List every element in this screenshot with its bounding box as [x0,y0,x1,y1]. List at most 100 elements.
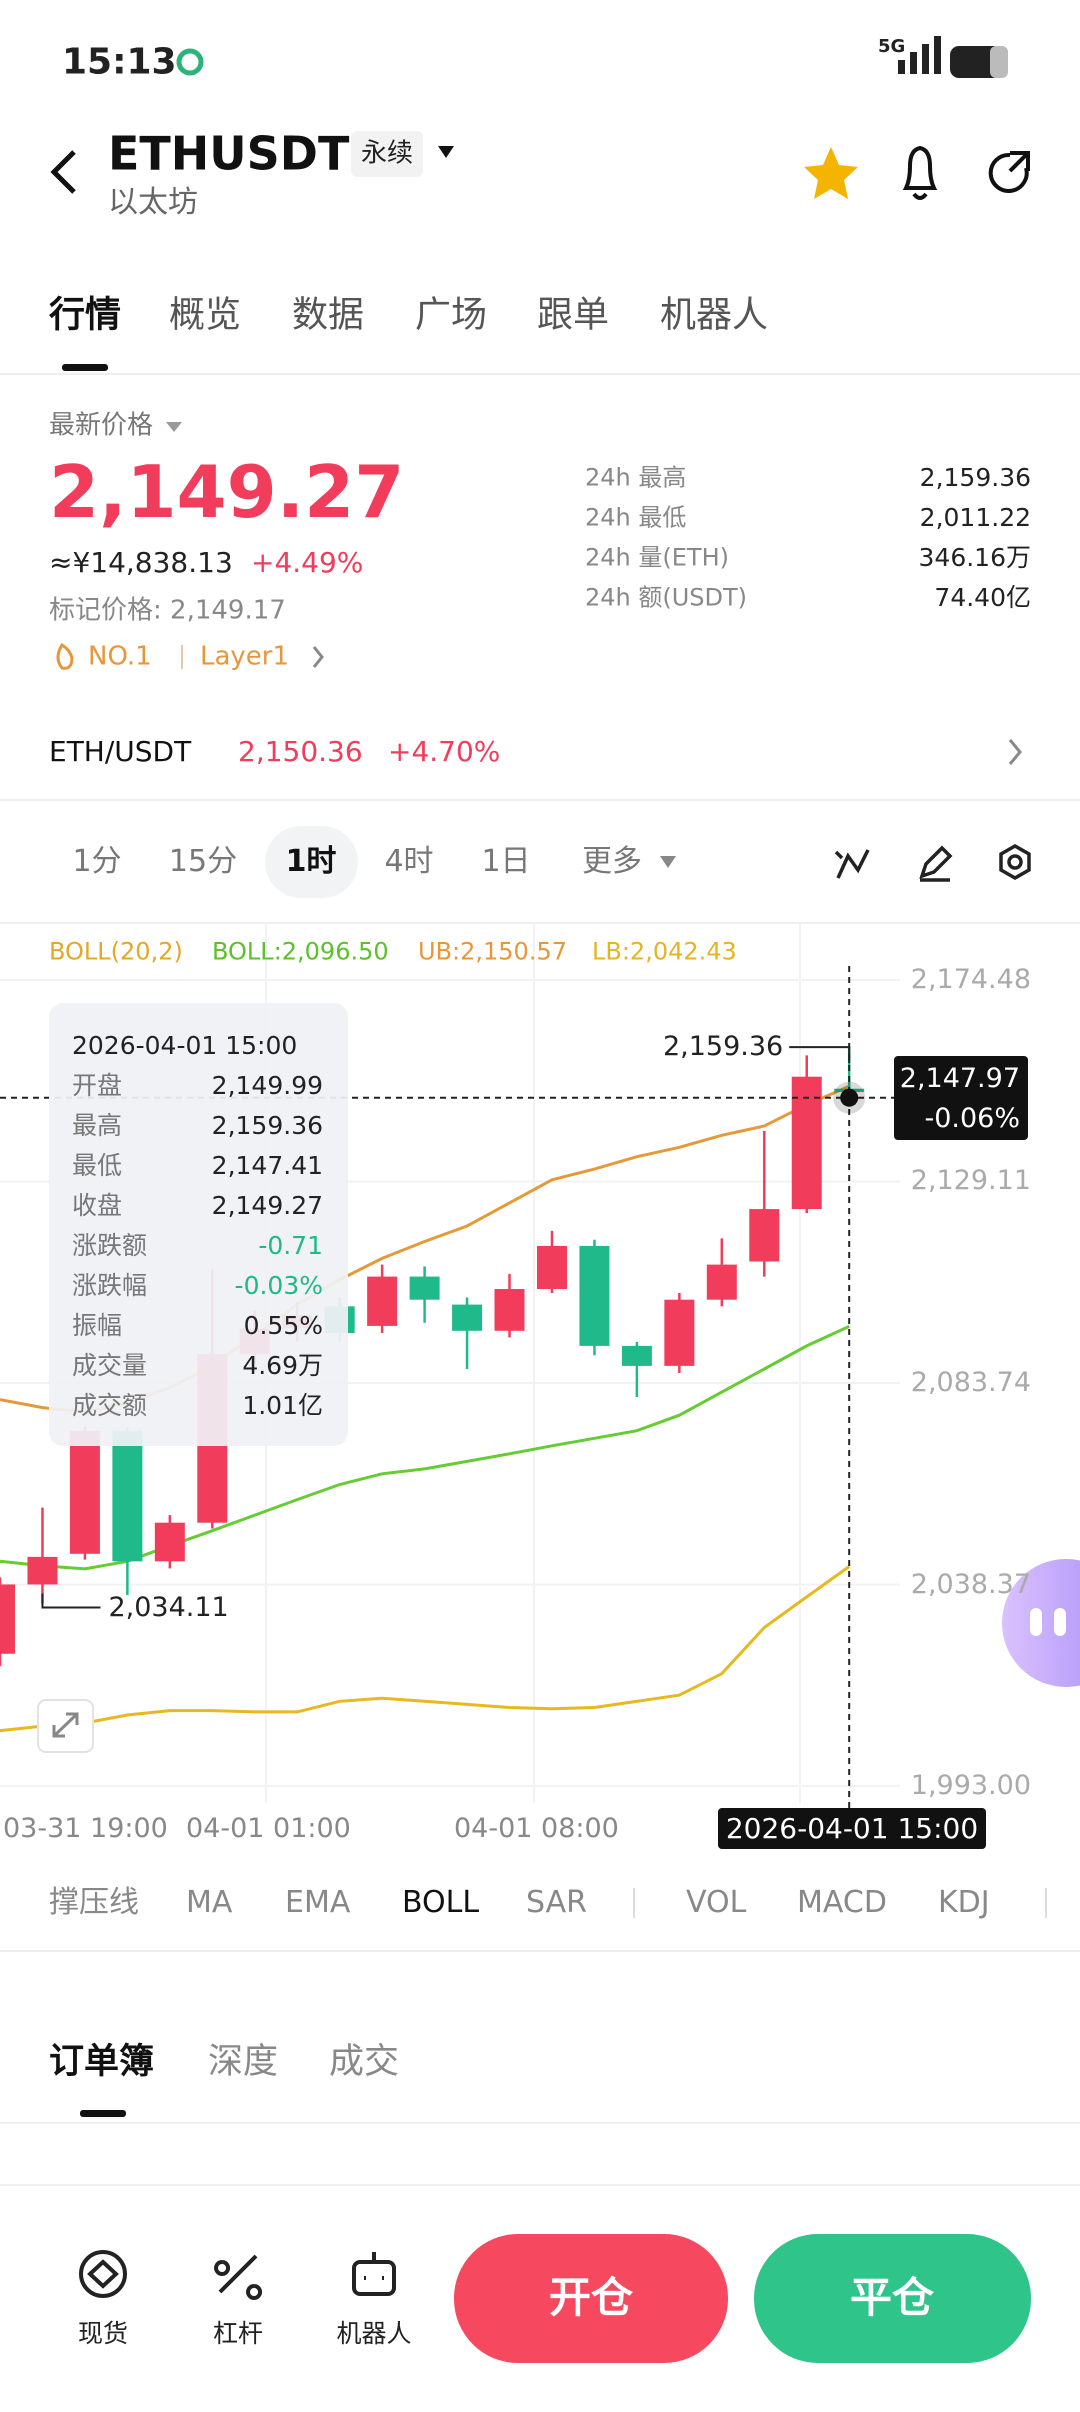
tooltip-label: 收盘 [72,1191,123,1220]
indicator[interactable]: BOLL [402,1885,480,1920]
tooltip-label: 成交额 [72,1391,148,1420]
status-time: 15:13 [62,41,177,83]
book-tab[interactable]: 订单簿 [49,2042,155,2082]
status-icons: 5G [176,36,1008,78]
book-tab[interactable]: 成交 [329,2042,400,2082]
indicator[interactable]: KDJ [938,1885,990,1920]
open-button-bg[interactable] [454,2234,728,2363]
star-icon[interactable] [804,147,858,199]
interval[interactable]: 15分 [168,844,238,879]
stat-value: 346.16万 [918,543,1031,572]
indicator[interactable]: VOL [686,1885,747,1920]
tag: NO.1 [88,641,152,672]
tooltip-value: 2,159.36 [211,1111,323,1140]
price-label: 最新价格 [49,410,154,441]
stat-value: 2,159.36 [919,463,1031,492]
tooltip-value: 1.01亿 [242,1391,323,1420]
close-button[interactable]: 平仓 [849,2272,935,2322]
candle-body [664,1299,695,1366]
tab[interactable]: 概览 [169,294,242,336]
candle-body [154,1522,185,1562]
low-label: 2,034.11 [108,1591,229,1623]
tab[interactable]: 数据 [292,294,365,336]
interval[interactable]: 4时 [384,844,434,879]
tab-underline [62,364,108,371]
share-icon[interactable] [988,151,1030,193]
tab[interactable]: 广场 [415,294,488,336]
tab[interactable]: 跟单 [537,294,610,336]
assistant-bubble[interactable] [1002,1559,1080,1687]
high-label: 2,159.36 [662,1030,784,1062]
y-tick-label: 1,993.00 [910,1769,1031,1801]
svg-text:5G: 5G [878,36,905,57]
candle-body [706,1264,737,1300]
nav-label[interactable]: 杠杆 [212,2319,264,2348]
tooltip-label: 振幅 [72,1311,123,1340]
tag: Layer1 [200,641,290,672]
candle-body [621,1345,652,1366]
more-icon[interactable] [660,856,676,868]
expand-icon[interactable] [37,1699,94,1753]
stat-label: 24h 额(USDT) [585,583,748,612]
asset-name: 以太坊 [108,185,198,220]
candle-body [536,1245,567,1290]
last-price: 2,149.27 [49,449,405,534]
badge: 永续 [360,138,414,169]
nav-label[interactable]: 现货 [77,2319,129,2348]
indicator[interactable]: MA [186,1885,233,1920]
interval[interactable]: 1时 [285,844,337,879]
tooltip-label: 最低 [72,1151,123,1180]
flame-icon [56,642,74,670]
stat-value: 2,011.22 [919,503,1031,532]
nav-icons[interactable] [79,2250,396,2300]
cny-price: ≈¥14,838.13 [49,546,233,580]
interval[interactable]: 1日 [481,844,531,879]
close-button-bg[interactable] [754,2234,1031,2363]
interval[interactable]: 更多 [582,844,642,879]
symbol: ETHUSDT [108,126,350,181]
candle-body [791,1076,822,1210]
dropdown-icon[interactable] [438,146,454,158]
candle-body [112,1430,143,1562]
stat-label: 24h 最低 [585,503,687,532]
back-icon[interactable] [50,150,76,194]
boll-lb [0,1565,851,1733]
tooltip-value: -0.03% [234,1271,323,1300]
candle-body [27,1556,58,1585]
indicator[interactable]: MACD [797,1885,887,1920]
nav-label[interactable]: 机器人 [336,2319,412,2348]
tooltip-label: 涨跌幅 [72,1271,148,1300]
x-tick-label: 04-01 08:00 [454,1812,619,1844]
chart-tools[interactable] [834,843,1031,882]
spot-change: +4.70% [388,735,501,769]
tooltip-value: 2,149.99 [211,1071,323,1100]
book-tab[interactable]: 深度 [208,2042,279,2082]
x-tick-label: 03-31 19:00 [3,1812,168,1844]
bell-icon[interactable] [902,145,938,200]
candle-body [0,1584,15,1654]
tooltip-value: 4.69万 [242,1351,323,1380]
interval[interactable]: 1分 [72,844,122,879]
open-button[interactable]: 开仓 [548,2272,634,2322]
indicator[interactable]: SAR [526,1885,587,1920]
tooltip-bg [49,1003,348,1446]
indicator[interactable]: EMA [285,1885,351,1920]
tooltip-label: 最高 [72,1111,123,1140]
candle-body [69,1430,100,1554]
indicator[interactable]: 撑压线 [49,1885,139,1920]
chevron[interactable] [1008,739,1022,765]
interval-selected-bg [265,826,358,898]
crosshair-change: -0.06% [924,1102,1020,1134]
spot-pair: ETH/USDT [49,735,192,769]
tab[interactable]: 行情 [49,294,122,336]
stat-label: 24h 量(ETH) [585,543,729,572]
y-tick-label: 2,174.48 [910,963,1031,995]
y-tick-label: 2,083.74 [910,1366,1031,1398]
boll-legend: BOLL:2,096.50 [212,937,389,966]
tooltip-date: 2026-04-01 15:00 [72,1031,298,1060]
candle-body [409,1276,440,1300]
y-tick-label: 2,038.37 [910,1568,1031,1600]
chevron[interactable] [312,646,324,668]
tab[interactable]: 机器人 [660,294,769,336]
